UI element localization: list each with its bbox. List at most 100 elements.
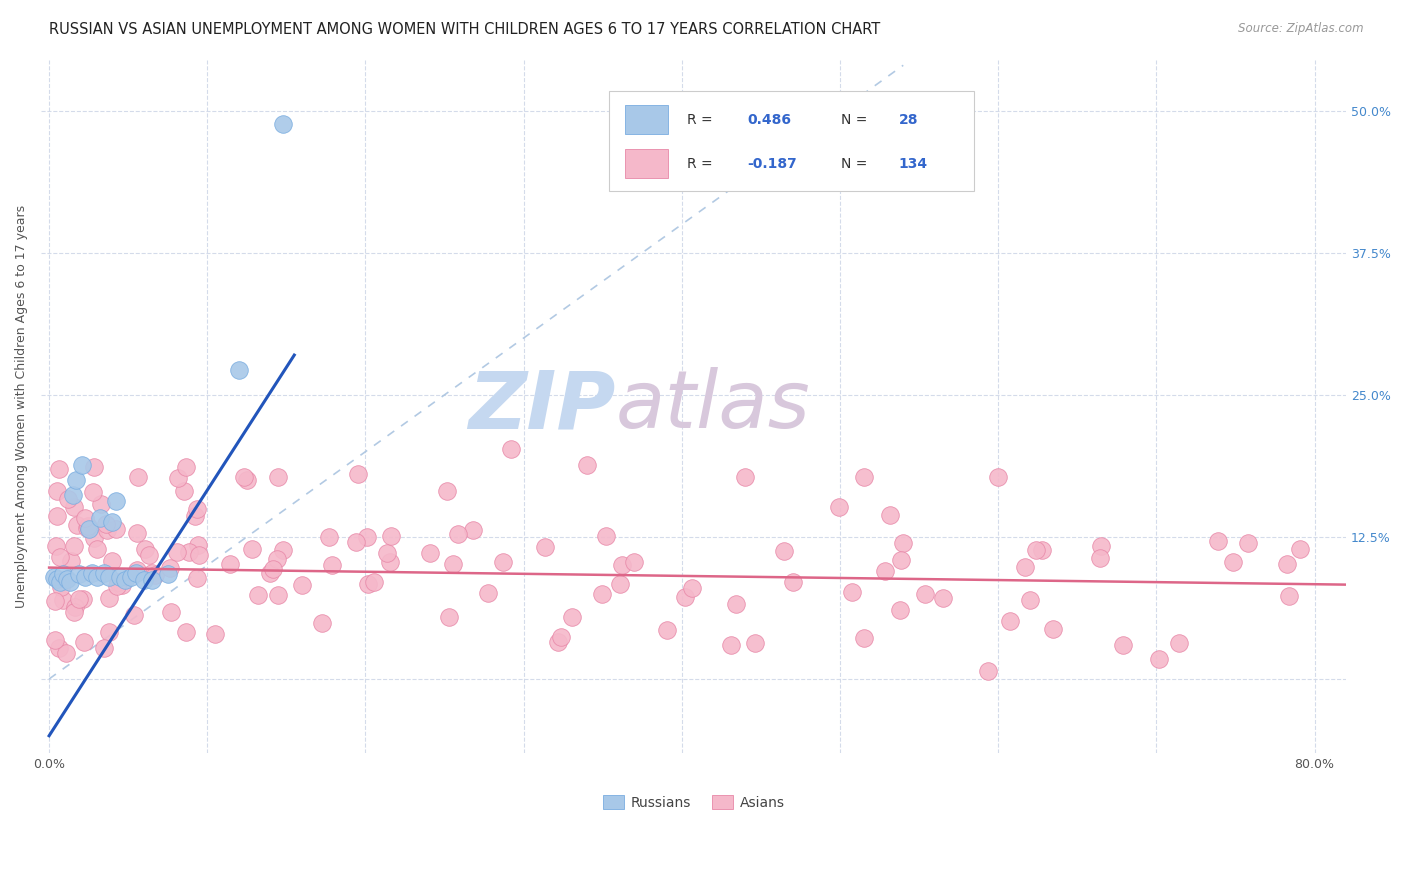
Point (232, 469, 254, 483)
Point (378, 556, 401, 570)
Point (86, 569, 108, 583)
Point (48, 640, 70, 655)
Point (1042, 622, 1064, 636)
Point (321, 558, 343, 573)
Text: 134: 134 (898, 157, 928, 170)
Point (156, 567, 179, 582)
Point (98, 591, 121, 606)
FancyBboxPatch shape (624, 105, 668, 135)
Point (1025, 542, 1047, 557)
Point (101, 554, 124, 568)
Text: Source: ZipAtlas.com: Source: ZipAtlas.com (1239, 22, 1364, 36)
Point (127, 470, 149, 484)
Point (59, 575, 82, 590)
Point (138, 549, 160, 563)
Point (318, 530, 340, 544)
Point (852, 631, 875, 645)
Point (96, 523, 118, 537)
Point (744, 635, 766, 649)
Point (62, 605, 84, 619)
Point (48, 461, 70, 475)
Point (492, 555, 515, 569)
Point (204, 626, 226, 640)
Point (72, 591, 94, 606)
Text: 28: 28 (898, 113, 918, 127)
Point (879, 508, 901, 523)
Point (65, 473, 87, 487)
Point (173, 484, 195, 499)
Point (72, 458, 94, 473)
Point (174, 459, 197, 474)
Text: N =: N = (841, 113, 872, 127)
Point (311, 615, 333, 630)
Point (120, 569, 142, 583)
FancyBboxPatch shape (609, 91, 974, 191)
Point (267, 588, 290, 602)
Point (76, 521, 98, 535)
Point (623, 555, 645, 569)
Point (346, 467, 368, 482)
Point (673, 590, 696, 604)
Point (51, 580, 73, 594)
Point (380, 529, 402, 543)
Point (186, 571, 208, 585)
Point (734, 469, 756, 483)
Point (44, 594, 66, 608)
Point (932, 591, 955, 605)
Point (1208, 533, 1230, 548)
Point (377, 546, 399, 560)
Point (890, 552, 912, 566)
Point (1112, 638, 1135, 652)
Point (56, 492, 79, 507)
Point (77, 522, 100, 536)
Point (1090, 540, 1112, 554)
FancyBboxPatch shape (624, 149, 668, 178)
Point (63, 500, 86, 515)
Point (187, 538, 209, 552)
Point (45, 539, 67, 553)
Point (461, 523, 484, 537)
Point (987, 469, 1010, 483)
Text: R =: R = (688, 113, 717, 127)
Point (141, 566, 163, 581)
Point (90, 497, 112, 511)
Point (219, 557, 242, 571)
Point (105, 579, 128, 593)
Legend: Russians, Asians: Russians, Asians (598, 789, 790, 815)
Point (1168, 636, 1191, 650)
Point (143, 568, 166, 582)
Point (681, 581, 703, 595)
Point (89, 510, 111, 524)
Point (46, 509, 69, 524)
Point (875, 564, 897, 578)
Point (240, 542, 263, 557)
Text: atlas: atlas (616, 368, 810, 445)
Point (104, 522, 127, 536)
Point (291, 578, 314, 592)
Point (179, 545, 201, 559)
Text: RUSSIAN VS ASIAN UNEMPLOYMENT AMONG WOMEN WITH CHILDREN AGES 6 TO 17 YEARS CORRE: RUSSIAN VS ASIAN UNEMPLOYMENT AMONG WOME… (49, 22, 880, 37)
Point (259, 566, 281, 580)
Point (262, 562, 284, 576)
Point (73, 634, 96, 648)
Point (111, 577, 134, 591)
Point (159, 561, 181, 575)
Point (356, 530, 378, 544)
Point (132, 573, 155, 587)
Point (49, 575, 72, 590)
Point (166, 544, 188, 558)
Text: R =: R = (688, 157, 717, 170)
Text: -0.187: -0.187 (747, 157, 797, 170)
Point (891, 536, 914, 550)
Point (93, 566, 115, 581)
Point (247, 588, 270, 602)
Point (174, 624, 197, 639)
Point (1031, 543, 1053, 558)
Point (419, 546, 441, 560)
Point (125, 525, 148, 540)
Point (591, 587, 613, 601)
Point (125, 566, 148, 581)
Point (827, 500, 849, 514)
Point (841, 584, 863, 599)
Point (782, 575, 804, 590)
